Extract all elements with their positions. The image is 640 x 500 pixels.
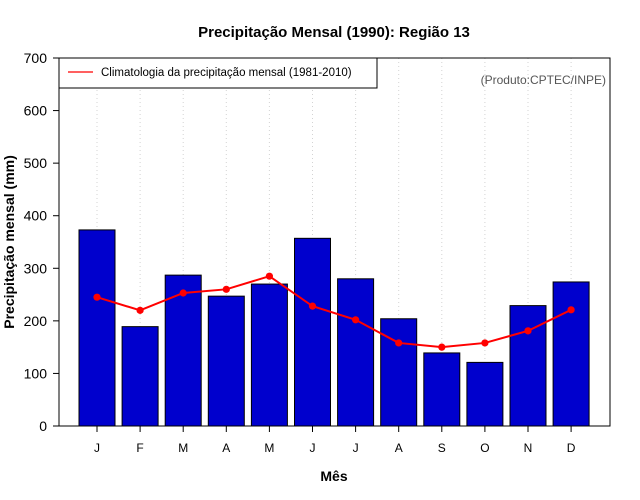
climatology-point-12 [567, 306, 575, 314]
x-tick-label-11: N [524, 441, 533, 455]
x-tick-label-12: D [567, 441, 576, 455]
x-tick-label-9: S [438, 441, 446, 455]
product-credit: (Produto:CPTEC/INPE) [481, 73, 606, 87]
bar-6 [294, 237, 331, 427]
bars [78, 229, 590, 427]
y-axis-label: Precipitação mensal (mm) [1, 155, 17, 329]
x-tick-label-1: J [94, 441, 100, 455]
climatology-point-4 [222, 285, 230, 293]
climatology-point-11 [524, 327, 532, 335]
bar-12 [552, 281, 590, 427]
climatology-point-8 [395, 339, 403, 347]
climatology-point-6 [308, 302, 317, 310]
x-tick-label-7: J [353, 441, 359, 455]
climatology-point-9 [438, 343, 446, 351]
y-tick-label-700: 700 [24, 50, 48, 66]
x-tick-label-2: F [136, 441, 143, 455]
climatology-line [96, 275, 572, 349]
y-tick-label-200: 200 [24, 313, 48, 329]
bar-7 [337, 278, 375, 427]
climatology-series [93, 272, 575, 351]
x-axis-label: Mês [320, 468, 347, 484]
bar-5 [250, 283, 288, 427]
x-tick-label-8: A [395, 441, 403, 455]
climatology-point-2 [136, 306, 144, 314]
x-tick-label-4: A [222, 441, 230, 455]
bar-4 [207, 295, 245, 427]
climatology-point-1 [93, 293, 101, 301]
y-tick-label-0: 0 [39, 418, 47, 434]
climatology-point-10 [481, 339, 489, 347]
climatology-point-7 [352, 316, 360, 324]
y-tick-label-500: 500 [24, 155, 48, 171]
legend: Climatologia da precipitação mensal (198… [58, 57, 378, 89]
bar-8 [380, 318, 418, 427]
legend-label: Climatologia da precipitação mensal (198… [101, 67, 352, 79]
x-tick-label-5: M [264, 441, 274, 455]
x-tick-label-10: O [480, 441, 489, 455]
x-tick-label-3: M [178, 441, 188, 455]
y-axis: 0 100 200 300 400 500 600 700 [24, 50, 59, 434]
y-tick-label-600: 600 [24, 103, 48, 119]
chart-title: Precipitação Mensal (1990): Região 13 [198, 24, 470, 41]
climatology-point-5 [265, 272, 273, 280]
bar-9 [423, 352, 461, 427]
x-tick-label-6: J [310, 441, 316, 455]
legend-box [58, 57, 378, 89]
y-tick-label-100: 100 [24, 365, 48, 381]
y-tick-label-300: 300 [24, 260, 48, 276]
y-tick-label-400: 400 [24, 208, 48, 224]
bar-3 [164, 274, 202, 427]
climatology-point-3 [179, 289, 187, 297]
bar-10 [466, 361, 504, 427]
bar-1 [78, 229, 116, 427]
bar-2 [121, 326, 159, 427]
